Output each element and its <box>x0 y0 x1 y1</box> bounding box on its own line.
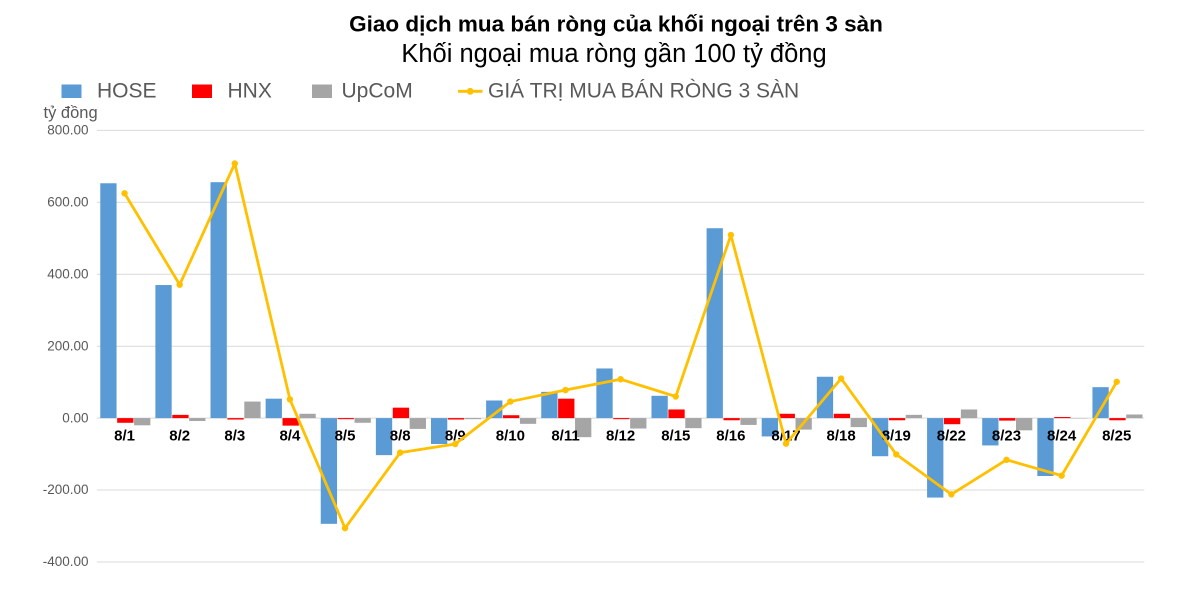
svg-text:HNX: HNX <box>228 80 272 103</box>
svg-text:8/25: 8/25 <box>1102 428 1131 445</box>
svg-text:8/1: 8/1 <box>114 428 135 445</box>
svg-text:8/24: 8/24 <box>1047 428 1077 445</box>
svg-text:-400.00: -400.00 <box>43 554 89 569</box>
svg-text:800.00: 800.00 <box>47 123 88 138</box>
svg-text:0.00: 0.00 <box>62 410 88 425</box>
svg-text:Giao dịch mua bán ròng của khố: Giao dịch mua bán ròng của khối ngoại tr… <box>349 12 883 37</box>
svg-text:8/10: 8/10 <box>496 428 525 445</box>
svg-text:8/2: 8/2 <box>169 428 190 445</box>
svg-text:8/8: 8/8 <box>390 428 411 445</box>
svg-text:8/23: 8/23 <box>992 428 1021 445</box>
svg-text:GIÁ TRỊ MUA BÁN RÒNG 3 SÀN: GIÁ TRỊ MUA BÁN RÒNG 3 SÀN <box>488 80 799 103</box>
svg-text:Khối ngoại mua ròng gần 100 tỷ: Khối ngoại mua ròng gần 100 tỷ đồng <box>401 40 826 68</box>
svg-text:8/3: 8/3 <box>224 428 245 445</box>
svg-text:8/16: 8/16 <box>716 428 745 445</box>
svg-text:tỷ đồng: tỷ đồng <box>44 104 98 122</box>
svg-text:8/15: 8/15 <box>661 428 690 445</box>
svg-text:HOSE: HOSE <box>97 80 157 103</box>
svg-text:8/22: 8/22 <box>937 428 966 445</box>
svg-text:200.00: 200.00 <box>47 338 88 353</box>
svg-text:400.00: 400.00 <box>47 266 88 281</box>
svg-text:8/12: 8/12 <box>606 428 635 445</box>
svg-text:8/18: 8/18 <box>826 428 855 445</box>
svg-text:-200.00: -200.00 <box>43 482 89 497</box>
svg-text:UpCoM: UpCoM <box>342 80 413 103</box>
svg-text:600.00: 600.00 <box>47 195 88 210</box>
svg-text:8/4: 8/4 <box>279 428 301 445</box>
svg-text:8/5: 8/5 <box>335 428 356 445</box>
svg-text:8/11: 8/11 <box>551 428 579 445</box>
